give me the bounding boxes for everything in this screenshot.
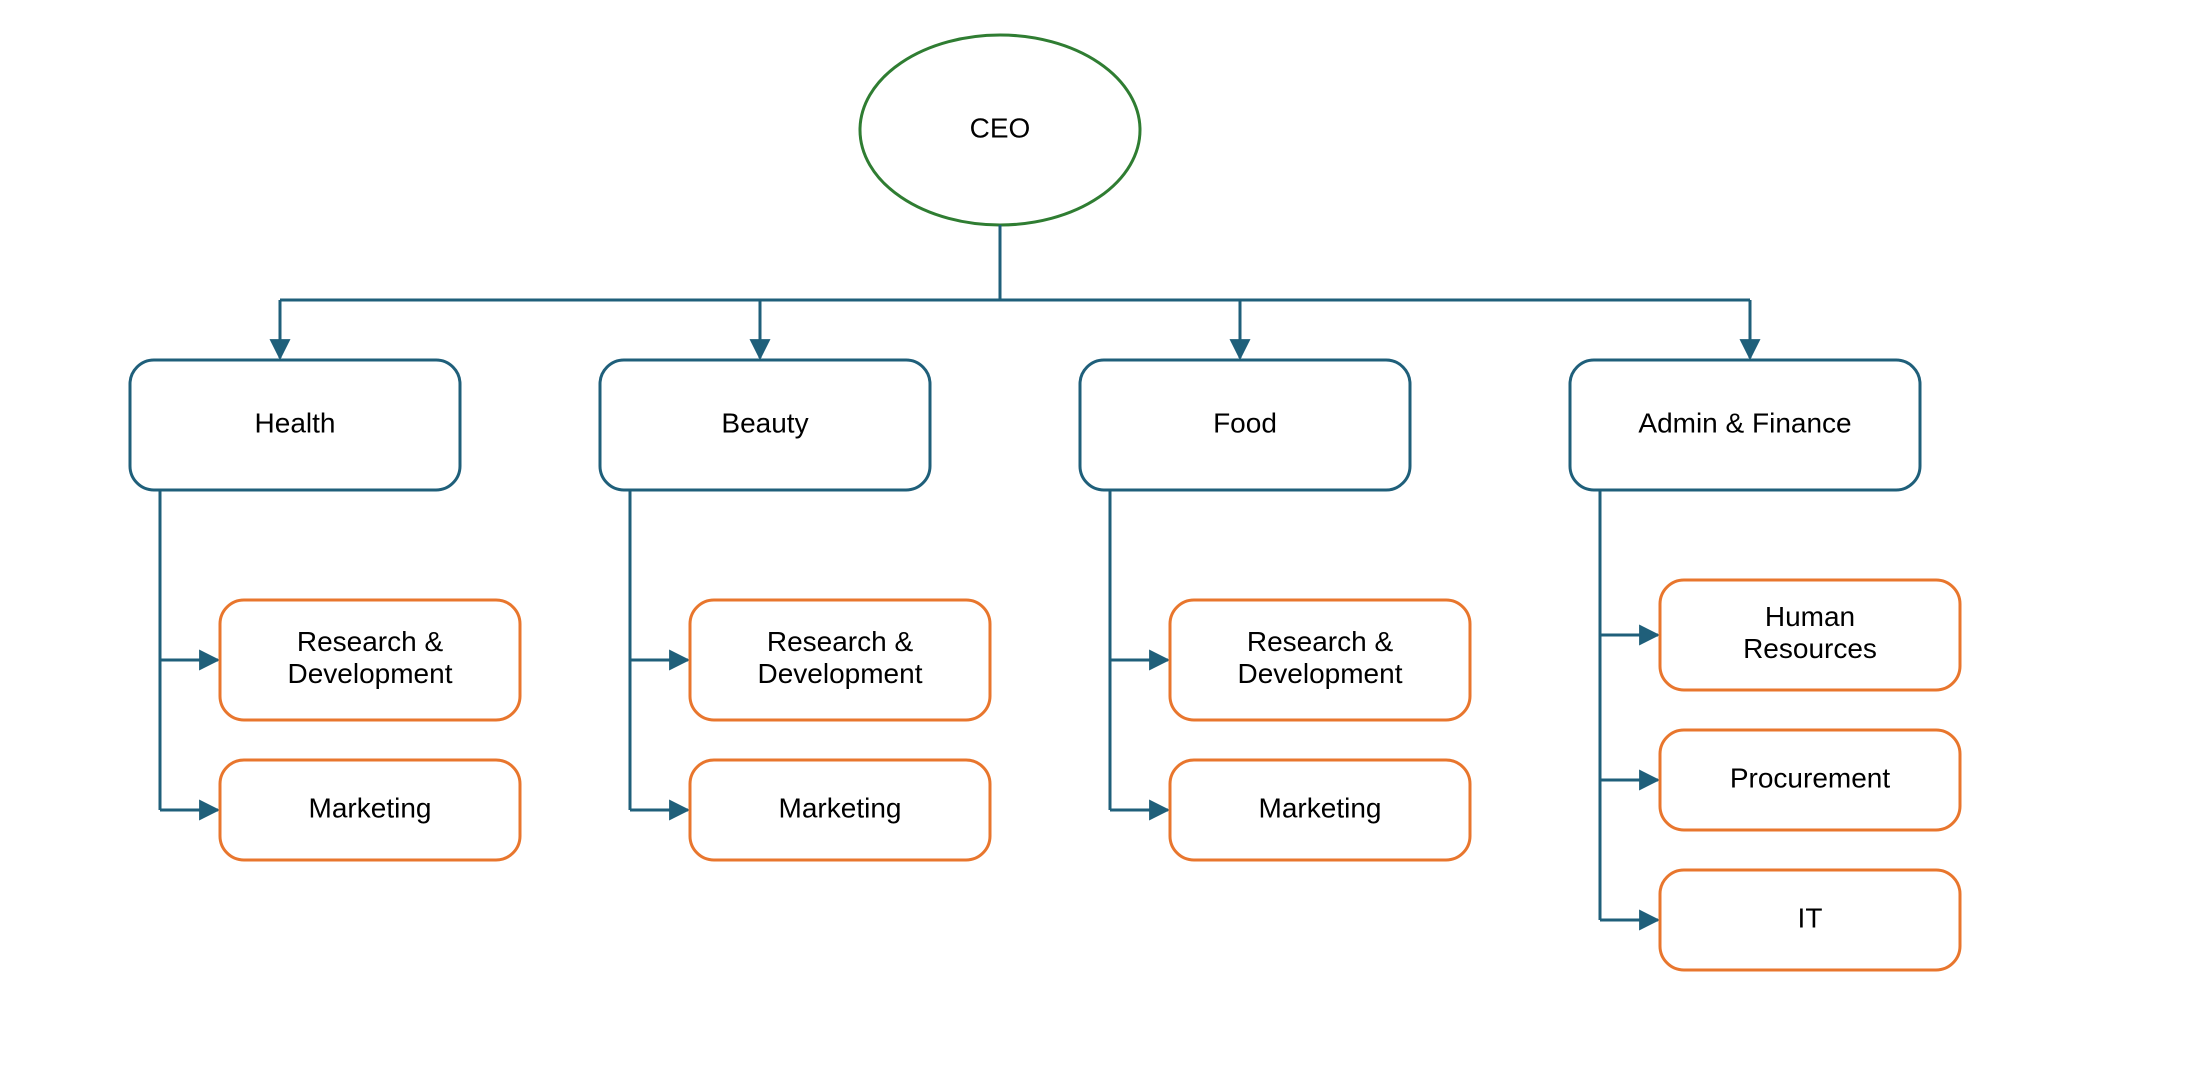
ceo-label: CEO — [970, 112, 1031, 143]
dept-admin-label: Admin & Finance — [1638, 407, 1851, 438]
dept-beauty-child-0: Research &Development — [690, 600, 990, 720]
dept-admin-child-2-label: IT — [1798, 902, 1823, 933]
dept-beauty: Beauty — [600, 360, 930, 490]
dept-food-child-0-label: Research &Development — [1238, 626, 1403, 689]
dept-health-child-1-label: Marketing — [309, 792, 432, 823]
dept-health-label: Health — [255, 407, 336, 438]
dept-admin-child-2: IT — [1660, 870, 1960, 970]
org-chart: CEO Health Research &Development Marketing B… — [0, 0, 2200, 1092]
dept-admin: Admin & Finance — [1570, 360, 1920, 490]
dept-admin-child-1-label: Procurement — [1730, 762, 1891, 793]
dept-health-child-0-label: Research &Development — [288, 626, 453, 689]
dept-health-child-0: Research &Development — [220, 600, 520, 720]
dept-admin-child-0: HumanResources — [1660, 580, 1960, 690]
dept-food-child-1-label: Marketing — [1259, 792, 1382, 823]
dept-food-child-0: Research &Development — [1170, 600, 1470, 720]
dept-health-child-1: Marketing — [220, 760, 520, 860]
dept-food: Food — [1080, 360, 1410, 490]
dept-food-label: Food — [1213, 407, 1277, 438]
dept-beauty-label: Beauty — [721, 407, 808, 438]
dept-health: Health — [130, 360, 460, 490]
ceo-node: CEO — [860, 35, 1140, 225]
dept-beauty-child-1: Marketing — [690, 760, 990, 860]
dept-food-child-1: Marketing — [1170, 760, 1470, 860]
dept-beauty-child-1-label: Marketing — [779, 792, 902, 823]
dept-beauty-child-0-label: Research &Development — [758, 626, 923, 689]
dept-admin-child-1: Procurement — [1660, 730, 1960, 830]
